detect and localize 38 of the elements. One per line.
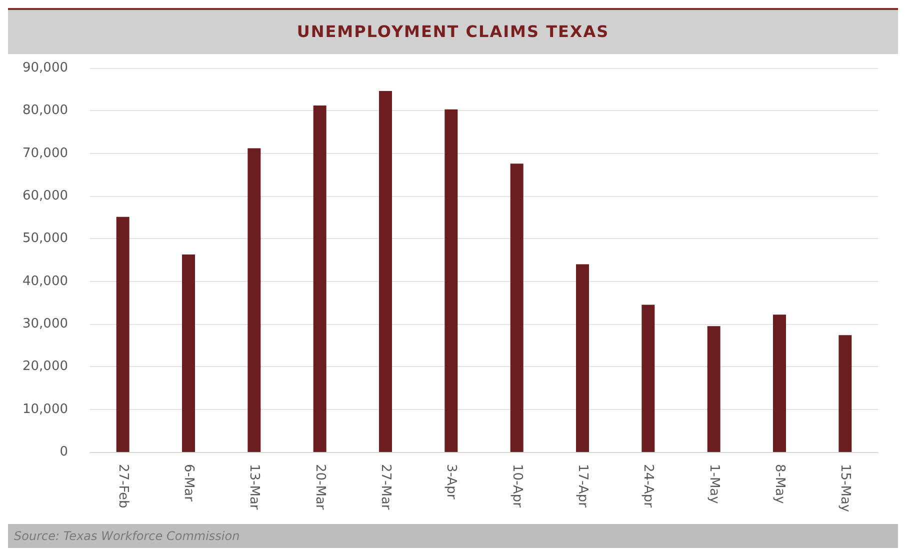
y-tick-label: 10,000 — [22, 402, 68, 417]
y-tick-label: 0 — [60, 444, 68, 460]
bar — [838, 334, 852, 452]
x-tick-label: 27-Mar — [378, 464, 393, 510]
y-tick-label: 70,000 — [22, 146, 68, 161]
y-tick-label: 50,000 — [22, 231, 68, 246]
bar — [182, 254, 195, 452]
x-tick-label: 15-May — [838, 464, 853, 512]
y-tick-label: 80,000 — [22, 103, 68, 118]
bar — [642, 304, 655, 452]
footer-band: Source: Texas Workforce Commission — [8, 524, 898, 548]
x-tick-label: 8-May — [772, 464, 787, 504]
source-note: Source: Texas Workforce Commission — [14, 529, 240, 544]
bar — [313, 105, 326, 452]
bar — [576, 264, 589, 452]
bar — [773, 314, 786, 452]
header-band: UNEMPLOYMENT CLAIMS TEXAS — [8, 8, 898, 54]
x-tick-label: 20-Mar — [312, 464, 328, 510]
bar — [707, 326, 720, 452]
y-tick-label: 60,000 — [22, 188, 68, 204]
x-tick-label: 10-Apr — [509, 464, 524, 508]
bar — [510, 163, 524, 452]
bar — [116, 216, 130, 452]
y-tick-label: 20,000 — [22, 359, 68, 374]
x-tick-label: 27-Feb — [115, 464, 130, 508]
bar — [248, 148, 261, 452]
bar — [444, 109, 458, 452]
chart-title: UNEMPLOYMENT CLAIMS TEXAS — [296, 22, 610, 42]
x-tick-label: 13-Mar — [246, 464, 262, 510]
bar — [379, 90, 392, 452]
x-tick-label: 3-Apr — [444, 464, 459, 500]
x-tick-label: 6-Mar — [181, 464, 196, 502]
x-tick-label: 17-Apr — [575, 464, 590, 508]
y-tick-label: 40,000 — [22, 274, 68, 289]
x-tick-label: 24-Apr — [640, 464, 656, 508]
x-tick-label: 1-May — [706, 464, 722, 504]
y-tick-label: 30,000 — [22, 316, 68, 332]
y-tick-label: 90,000 — [22, 60, 68, 76]
